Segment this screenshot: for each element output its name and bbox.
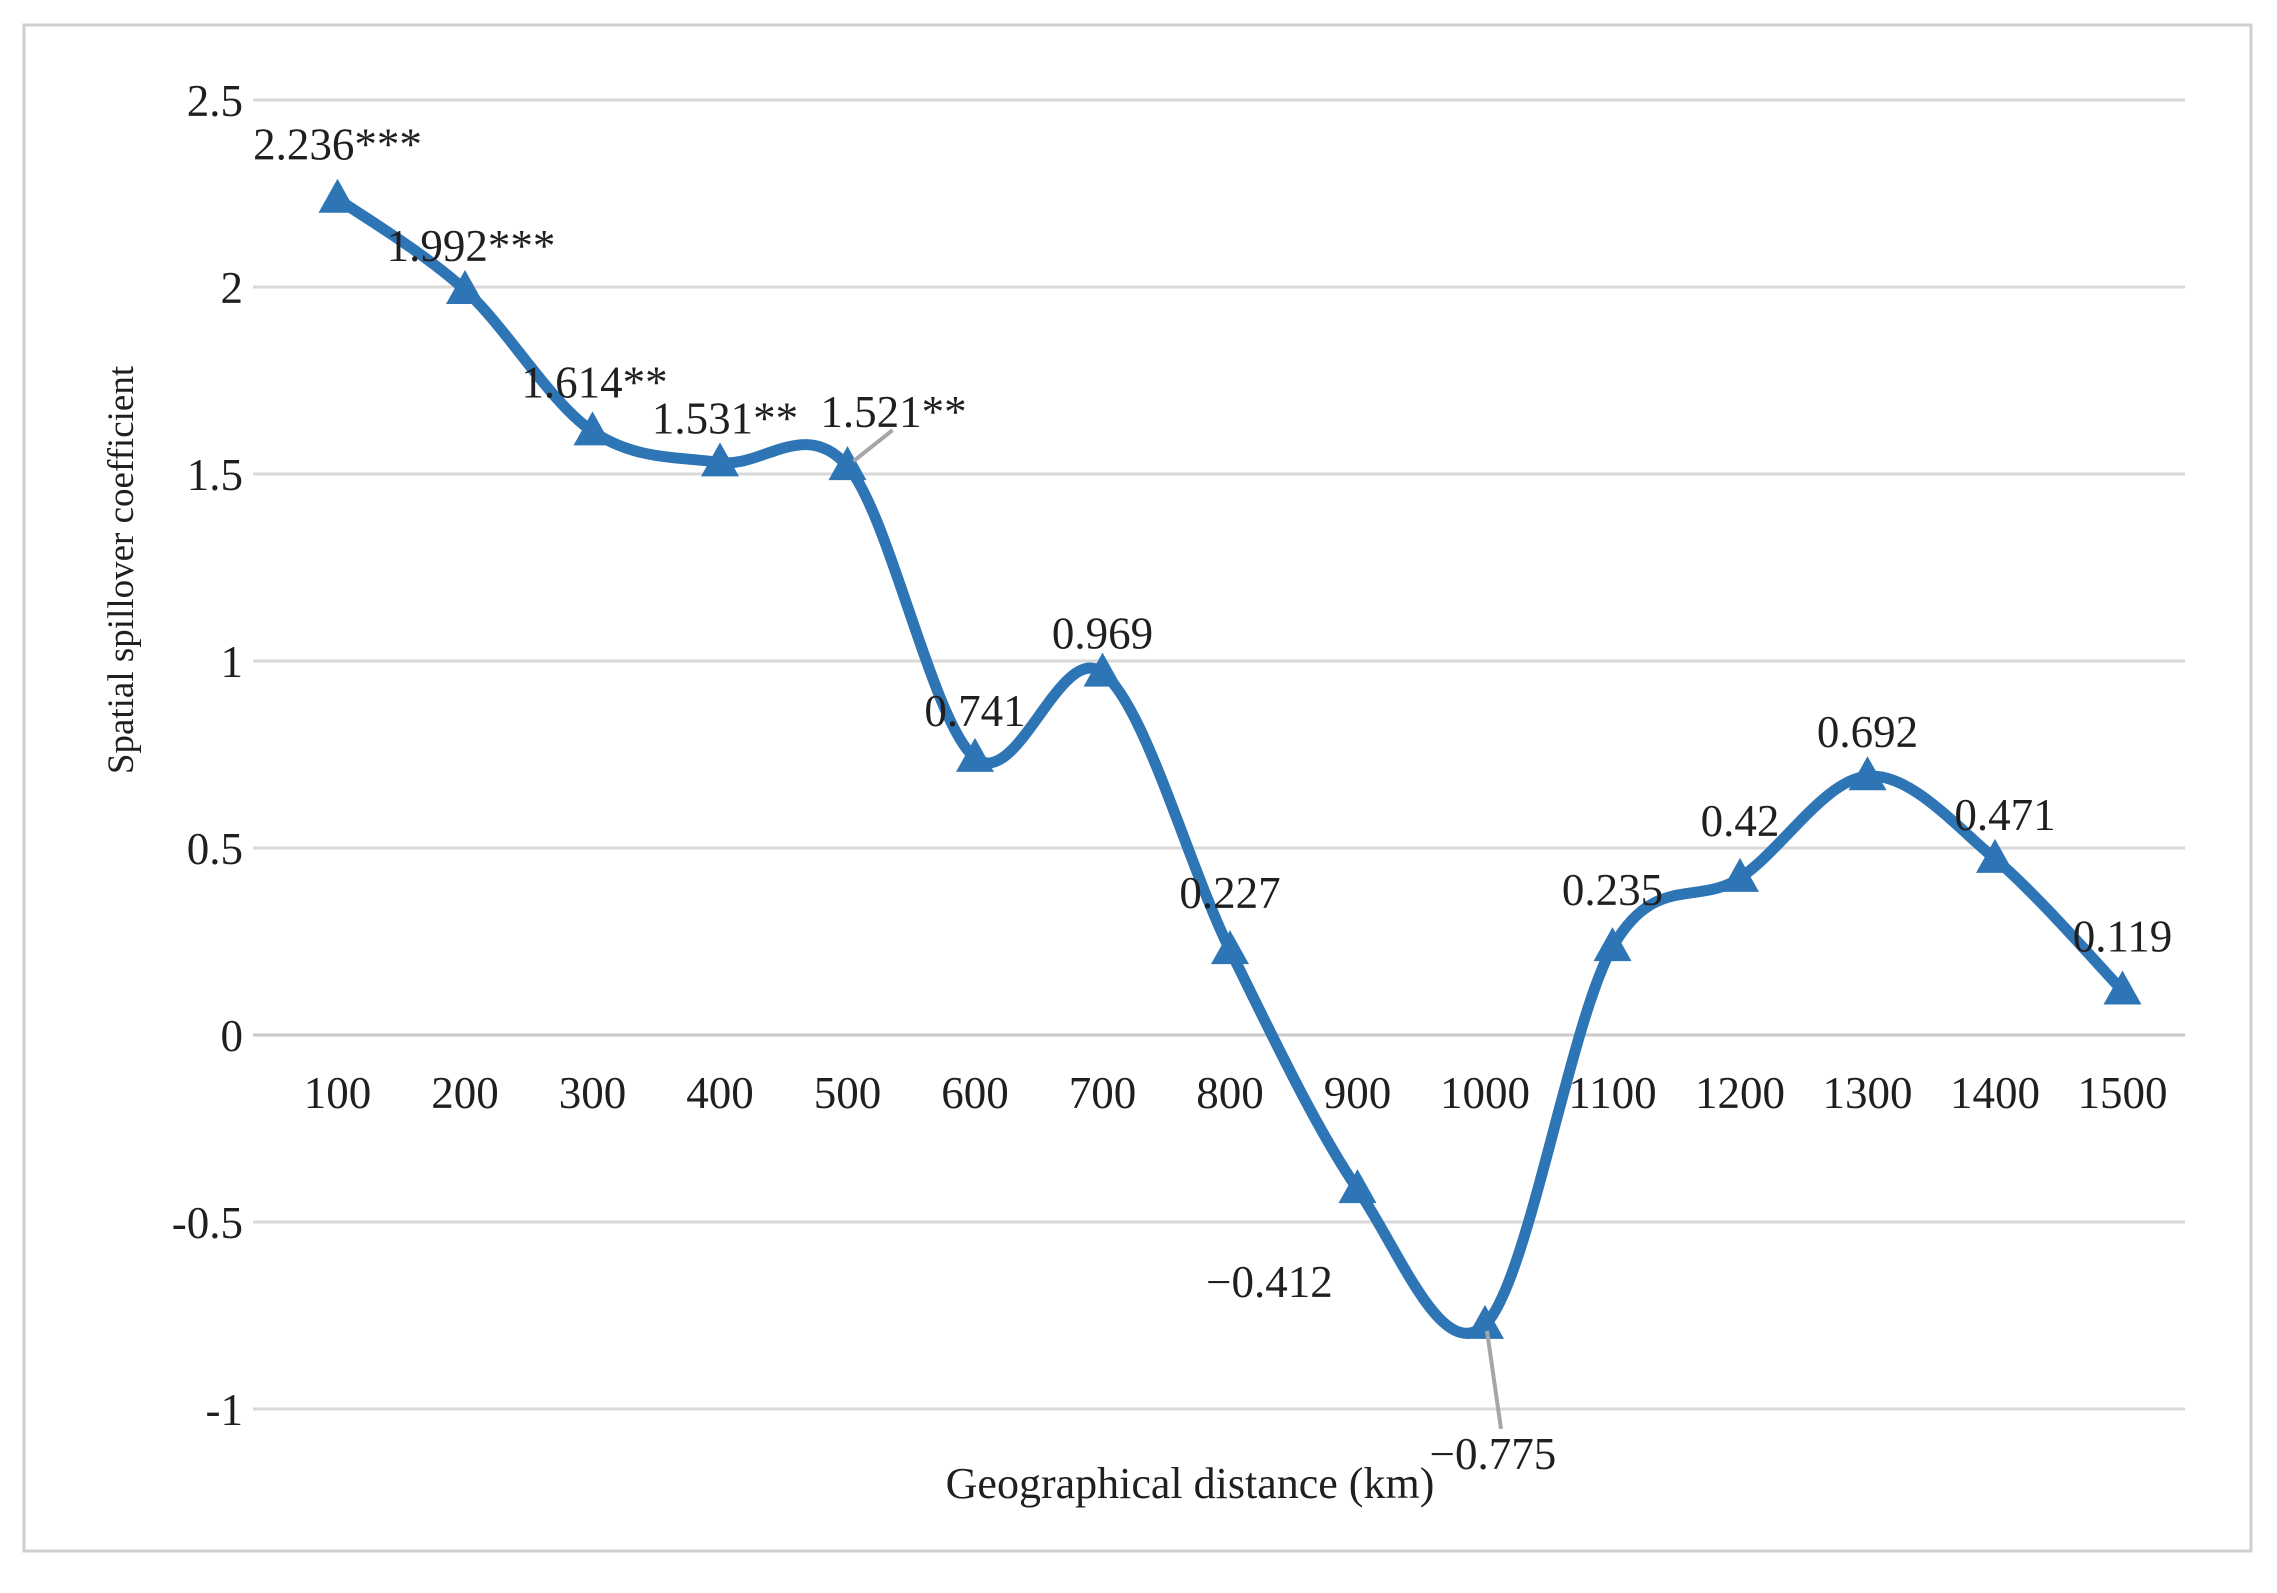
data-point-label: 0.969 [1052, 609, 1153, 659]
x-tick-label: 200 [431, 1068, 499, 1118]
data-point-marker [828, 446, 867, 481]
data-point-label: 2.236*** [253, 120, 422, 170]
leader-line [1485, 1330, 1503, 1430]
y-tick-label: 2 [221, 263, 244, 313]
data-point-marker [701, 442, 739, 477]
leader-line [852, 428, 894, 463]
data-point-label: −0.412 [1206, 1257, 1333, 1307]
data-point-marker [1593, 927, 1632, 962]
y-tick-label: 0 [221, 1011, 244, 1061]
data-point-marker [573, 411, 612, 446]
x-tick-label: 1300 [1823, 1068, 1913, 1118]
x-axis-tick-labels: 100 200 300 400 500 600 700 800 900 1000 1100 1200 1… [304, 1068, 2168, 1118]
x-tick-label: 800 [1196, 1068, 1264, 1118]
data-point-marker [318, 178, 357, 213]
x-axis-title: Geographical distance (km) [946, 1459, 1435, 1508]
data-point-marker [1338, 1169, 1377, 1204]
data-point-marker [446, 269, 484, 304]
markers-layer [318, 178, 2142, 1339]
data-point-marker [956, 737, 994, 772]
x-tick-label: 600 [941, 1068, 1009, 1118]
data-point-label: 1.992*** [387, 221, 556, 271]
x-tick-label: 1500 [2078, 1068, 2168, 1118]
data-point-label: 0.42 [1701, 796, 1780, 846]
chart-border [22, 23, 2253, 1553]
data-point-marker [1211, 930, 1249, 965]
x-tick-label: 1200 [1695, 1068, 1785, 1118]
data-point-marker [1083, 652, 1122, 687]
x-tick-label: 1100 [1568, 1068, 1656, 1118]
data-point-label: −0.775 [1430, 1429, 1557, 1479]
data-point-marker [1848, 756, 1887, 791]
y-tick-label: 1.5 [187, 450, 243, 500]
data-point-label: 0.692 [1817, 707, 1918, 757]
x-tick-label: 1000 [1440, 1068, 1530, 1118]
data-labels-layer: 2.236*** 1.992*** 1.614**1.531** 1.521** 0.7… [253, 120, 2172, 1479]
x-tick-label: 500 [814, 1068, 882, 1118]
leader-lines-layer [852, 428, 1503, 1430]
data-point-label: 0.227 [1179, 868, 1280, 918]
data-point-label: 0.471 [1954, 790, 2055, 840]
x-tick-label: 100 [304, 1068, 372, 1118]
y-tick-label: 2.5 [187, 76, 243, 126]
data-point-label: 0.741 [924, 686, 1025, 736]
data-point-label: 1.531** [652, 393, 798, 443]
y-axis-title: Spatial spillover coefficient [101, 365, 142, 774]
data-point-label: 0.119 [2073, 911, 2173, 961]
x-tick-label: 300 [559, 1068, 627, 1118]
y-axis-tick-labels: 2.5 2 1.5 1 0.5 0 -0.5 -1 [172, 76, 243, 1435]
y-tick-label: 0.5 [187, 824, 243, 874]
data-point-marker [2103, 970, 2142, 1005]
x-tick-label: 900 [1324, 1068, 1392, 1118]
data-point-label: 0.235 [1562, 865, 1663, 915]
y-tick-label: -1 [206, 1385, 244, 1435]
data-point-marker [1466, 1304, 1504, 1339]
gridlines-layer [253, 98, 2185, 1411]
y-tick-label: 1 [221, 637, 244, 687]
x-tick-label: 1400 [1950, 1068, 2040, 1118]
data-point-label: 1.614** [521, 357, 667, 407]
x-tick-label: 700 [1069, 1068, 1137, 1118]
y-tick-label: -0.5 [172, 1198, 243, 1248]
data-point-label: 1.521** [820, 387, 966, 437]
data-point-marker [1976, 838, 2014, 873]
data-point-marker [1721, 857, 1759, 892]
x-tick-label: 400 [686, 1068, 754, 1118]
